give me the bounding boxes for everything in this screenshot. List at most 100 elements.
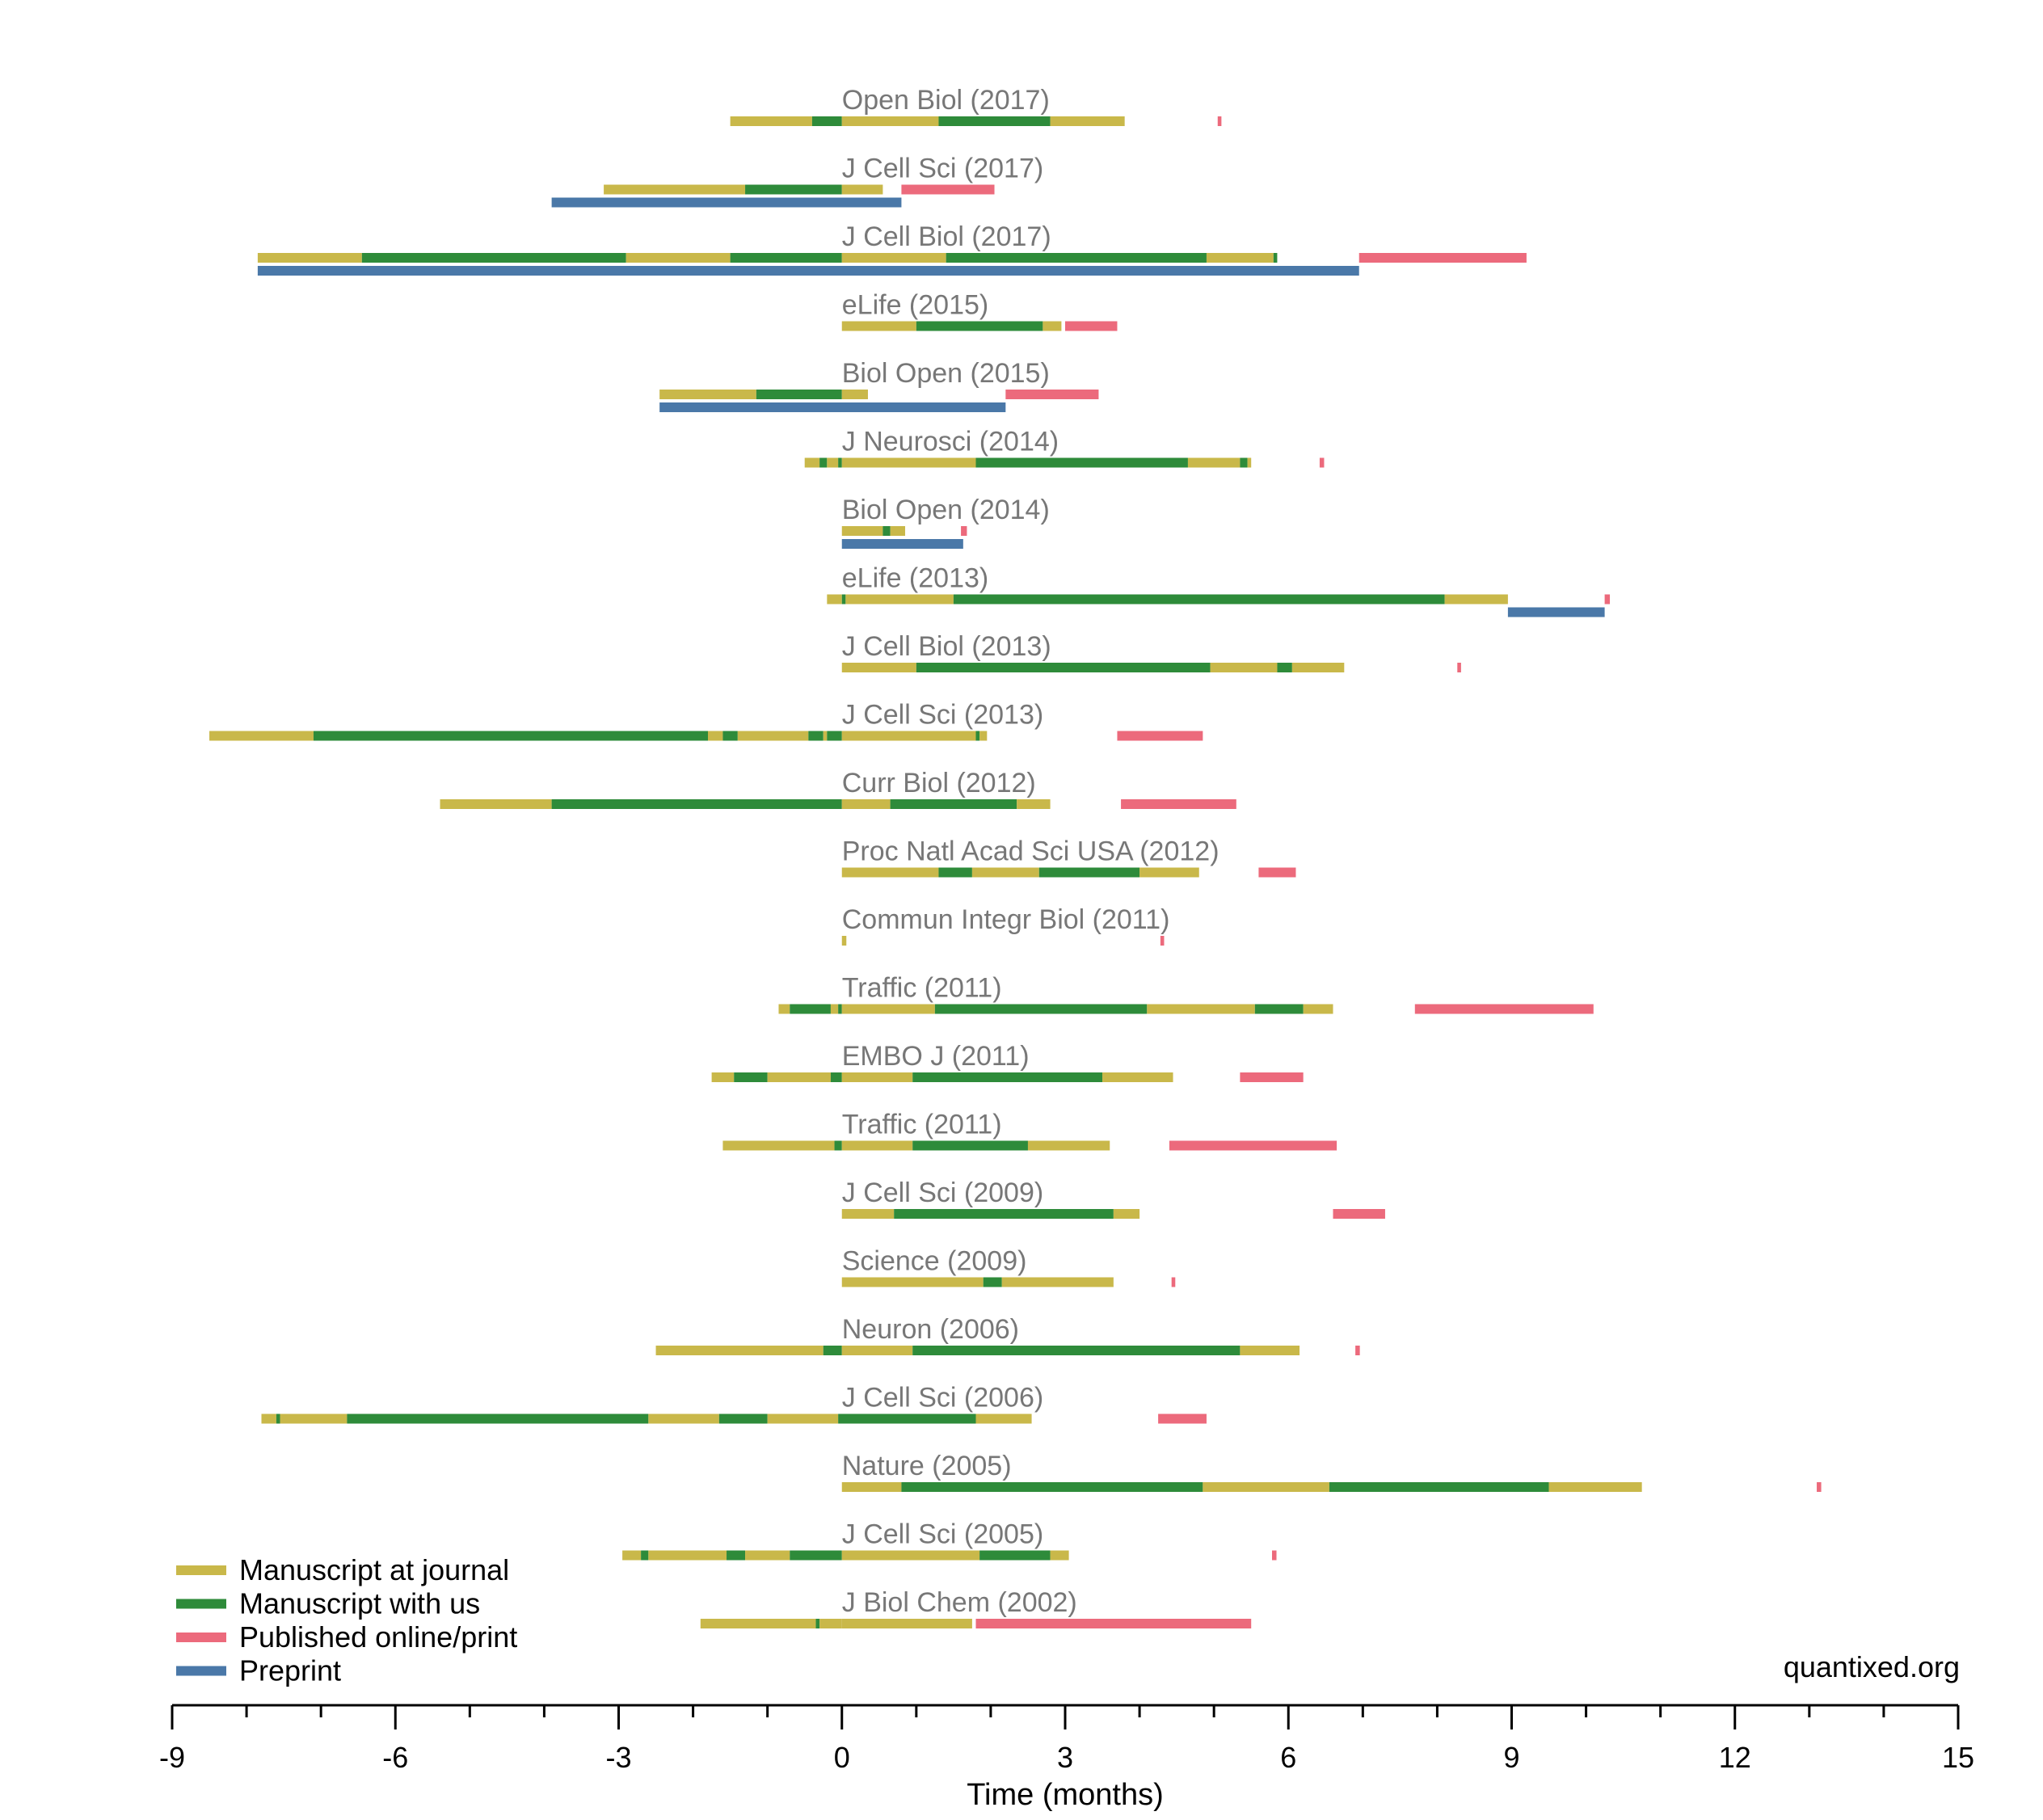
segment-published bbox=[975, 1619, 1252, 1628]
paper-row: Traffic (2011) bbox=[722, 1110, 1337, 1151]
segment-journal bbox=[841, 1619, 972, 1628]
segment-journal bbox=[841, 1072, 913, 1082]
segment-journal bbox=[841, 663, 916, 672]
segment-journal bbox=[1017, 799, 1051, 809]
segment-journal bbox=[1147, 1004, 1255, 1014]
segment-journal bbox=[1050, 1550, 1069, 1561]
tick-label: 6 bbox=[1280, 1741, 1296, 1774]
paper-row: J Cell Sci (2013) bbox=[209, 700, 1203, 741]
segment-journal bbox=[845, 594, 954, 605]
paper-row: J Biol Chem (2002) bbox=[700, 1587, 1252, 1628]
paper-row: J Cell Sci (2006) bbox=[261, 1383, 1207, 1424]
segment-journal bbox=[890, 526, 906, 536]
segment-journal bbox=[841, 1140, 913, 1151]
segment-published bbox=[1319, 457, 1325, 468]
segment-journal bbox=[841, 867, 939, 878]
paper-row: Neuron (2006) bbox=[655, 1314, 1360, 1355]
paper-row: J Cell Sci (2005) bbox=[622, 1519, 1277, 1561]
paper-row: Traffic (2011) bbox=[778, 973, 1594, 1014]
paper-label: Proc Natl Acad Sci USA (2012) bbox=[842, 836, 1219, 867]
segment-journal bbox=[841, 1550, 980, 1561]
segment-journal bbox=[648, 1413, 719, 1424]
paper-label: J Neurosci (2014) bbox=[842, 427, 1059, 457]
segment-journal bbox=[841, 184, 883, 195]
paper-label: Biol Open (2014) bbox=[842, 495, 1050, 525]
segment-journal bbox=[979, 731, 988, 741]
segment-published bbox=[1171, 1277, 1176, 1287]
segment-us bbox=[827, 731, 842, 741]
segment-published bbox=[1817, 1482, 1822, 1492]
segment-journal bbox=[745, 1550, 790, 1561]
paper-row: J Cell Sci (2009) bbox=[841, 1178, 1385, 1219]
segment-us bbox=[912, 1140, 1028, 1151]
legend-item-us: Manuscript with us bbox=[176, 1587, 480, 1620]
segment-us bbox=[1277, 663, 1292, 672]
watermark-label: quantixed.org bbox=[1784, 1650, 1960, 1683]
paper-label: Neuron (2006) bbox=[842, 1314, 1019, 1345]
paper-row: Curr Biol (2012) bbox=[440, 768, 1236, 809]
segment-journal bbox=[737, 731, 809, 741]
segment-us bbox=[790, 1550, 842, 1561]
paper-label: J Cell Sci (2017) bbox=[842, 154, 1043, 184]
segment-us bbox=[823, 1346, 842, 1355]
segment-published bbox=[1240, 1072, 1304, 1082]
segment-journal bbox=[841, 390, 868, 399]
segment-journal bbox=[1203, 1482, 1329, 1492]
segment-published bbox=[1065, 321, 1118, 331]
segment-preprint bbox=[659, 402, 1006, 412]
segment-us bbox=[953, 594, 1445, 605]
segment-published bbox=[961, 526, 967, 536]
segment-us bbox=[790, 1004, 831, 1014]
tick-label: -3 bbox=[605, 1741, 631, 1774]
segment-us bbox=[912, 1346, 1241, 1355]
segment-published bbox=[1117, 731, 1203, 741]
paper-label: Biol Open (2015) bbox=[842, 358, 1050, 389]
segment-us bbox=[834, 1140, 842, 1151]
paper-label: J Cell Biol (2017) bbox=[842, 221, 1051, 252]
segment-journal bbox=[841, 799, 891, 809]
segment-us bbox=[730, 253, 842, 263]
paper-label: eLife (2015) bbox=[842, 290, 988, 321]
segment-journal bbox=[841, 731, 976, 741]
paper-label: J Cell Sci (2013) bbox=[842, 700, 1043, 731]
segment-us bbox=[819, 457, 828, 468]
segment-journal bbox=[841, 457, 976, 468]
legend-label: Published online/print bbox=[239, 1620, 517, 1654]
segment-journal bbox=[1102, 1072, 1173, 1082]
segment-journal bbox=[841, 1004, 935, 1014]
legend-item-preprint: Preprint bbox=[176, 1654, 341, 1687]
segment-us bbox=[838, 1004, 842, 1014]
segment-journal bbox=[841, 526, 883, 536]
segment-journal bbox=[730, 116, 812, 126]
paper-row: EMBO J (2011) bbox=[711, 1041, 1304, 1082]
paper-row: Biol Open (2014) bbox=[841, 495, 1050, 549]
x-axis-ticks: -9 -6 -3 0 3 6 9 12 15 bbox=[159, 1705, 1974, 1774]
legend-label: Manuscript at journal bbox=[239, 1553, 509, 1586]
segment-published bbox=[1121, 799, 1236, 809]
legend-swatch bbox=[176, 1633, 226, 1642]
paper-row: Proc Natl Acad Sci USA (2012) bbox=[841, 836, 1296, 878]
segment-journal bbox=[209, 731, 314, 741]
segment-journal bbox=[1027, 1140, 1110, 1151]
segment-journal bbox=[1043, 321, 1062, 331]
segment-journal bbox=[700, 1619, 816, 1628]
segment-us bbox=[727, 1550, 746, 1561]
segment-published bbox=[1604, 594, 1611, 605]
paper-row: Science (2009) bbox=[841, 1246, 1176, 1287]
paper-row: J Cell Biol (2013) bbox=[841, 631, 1461, 672]
segment-journal bbox=[1291, 663, 1345, 672]
segment-journal bbox=[280, 1413, 348, 1424]
paper-row: Nature (2005) bbox=[841, 1451, 1822, 1492]
segment-published bbox=[1005, 390, 1099, 399]
segment-us bbox=[734, 1072, 768, 1082]
paper-label: Nature (2005) bbox=[842, 1451, 1012, 1481]
segment-journal bbox=[440, 799, 552, 809]
segment-us bbox=[916, 321, 1043, 331]
segment-journal bbox=[1139, 867, 1199, 878]
segment-us bbox=[641, 1550, 649, 1561]
segment-journal bbox=[830, 1004, 839, 1014]
segment-journal bbox=[819, 1619, 842, 1628]
segment-published bbox=[1271, 1550, 1277, 1561]
segment-journal bbox=[1210, 663, 1278, 672]
segment-journal bbox=[841, 1346, 913, 1355]
